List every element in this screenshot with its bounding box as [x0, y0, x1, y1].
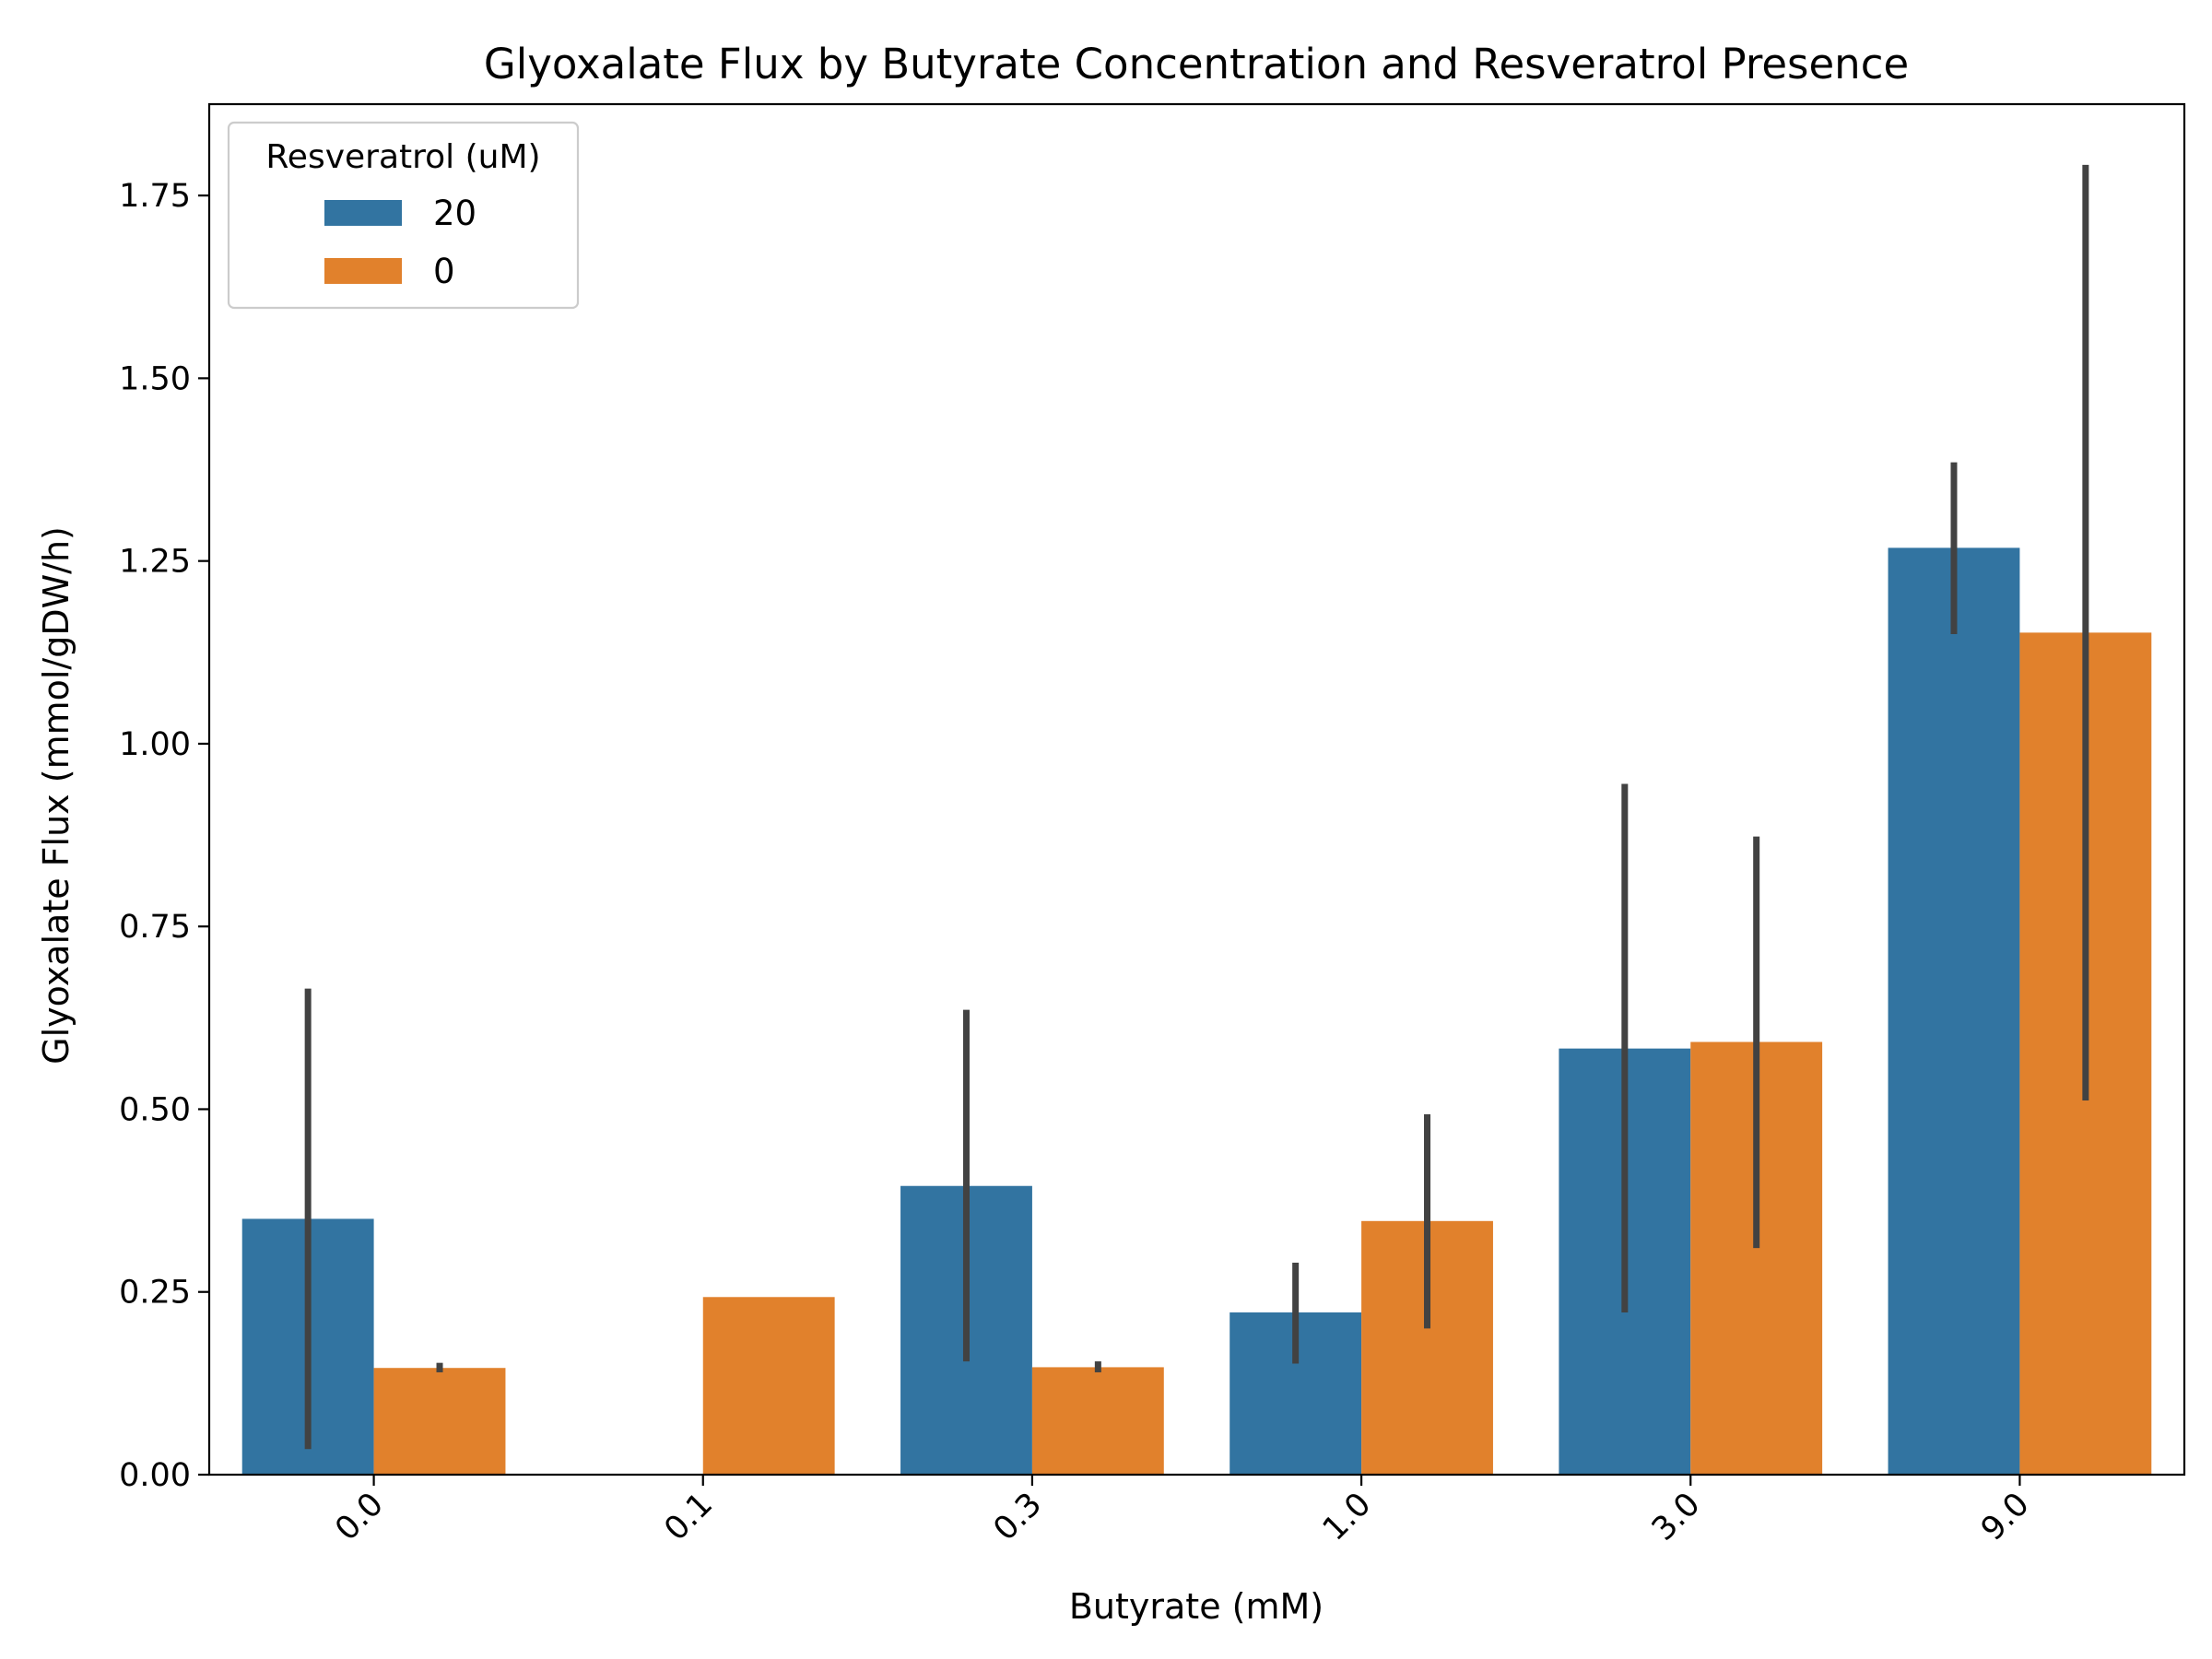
legend-box: [227, 121, 580, 310]
y-axis-label: Glyoxalate Flux (mmol/gDW/h): [36, 526, 76, 1065]
legend-label-20: 20: [433, 194, 477, 233]
x-axis-label: Butyrate (mM): [1069, 1586, 1324, 1627]
bar-series-0-cat-0.1: [702, 1297, 835, 1475]
bar-series-0-cat-0.3: [1031, 1367, 1164, 1475]
legend-swatch-0: [324, 258, 402, 284]
y-tick-label: 0.25: [119, 1275, 191, 1312]
bar-series-20-cat-9.0: [1888, 547, 2020, 1475]
legend-title: Resveratrol (uM): [265, 138, 540, 176]
y-tick-label: 1.50: [119, 360, 191, 397]
legend: Resveratrol (uM) 20 0: [227, 121, 580, 310]
y-tick-label: 0.75: [119, 909, 191, 946]
y-tick-label: 1.00: [119, 726, 191, 763]
error-bars-layer: [304, 164, 2089, 1450]
legend-swatch-20: [324, 200, 402, 226]
plot-frame: [207, 102, 2186, 1477]
legend-label-0: 0: [433, 252, 455, 291]
y-tick-label: 0.50: [119, 1091, 191, 1128]
y-tick-label: 1.25: [119, 544, 191, 581]
y-tick-label: 0.00: [119, 1457, 191, 1494]
y-tick-label: 1.75: [119, 178, 191, 215]
bar-series-0-cat-0.0: [373, 1368, 506, 1475]
chart-title: Glyoxalate Flux by Butyrate Concentratio…: [484, 40, 1909, 88]
